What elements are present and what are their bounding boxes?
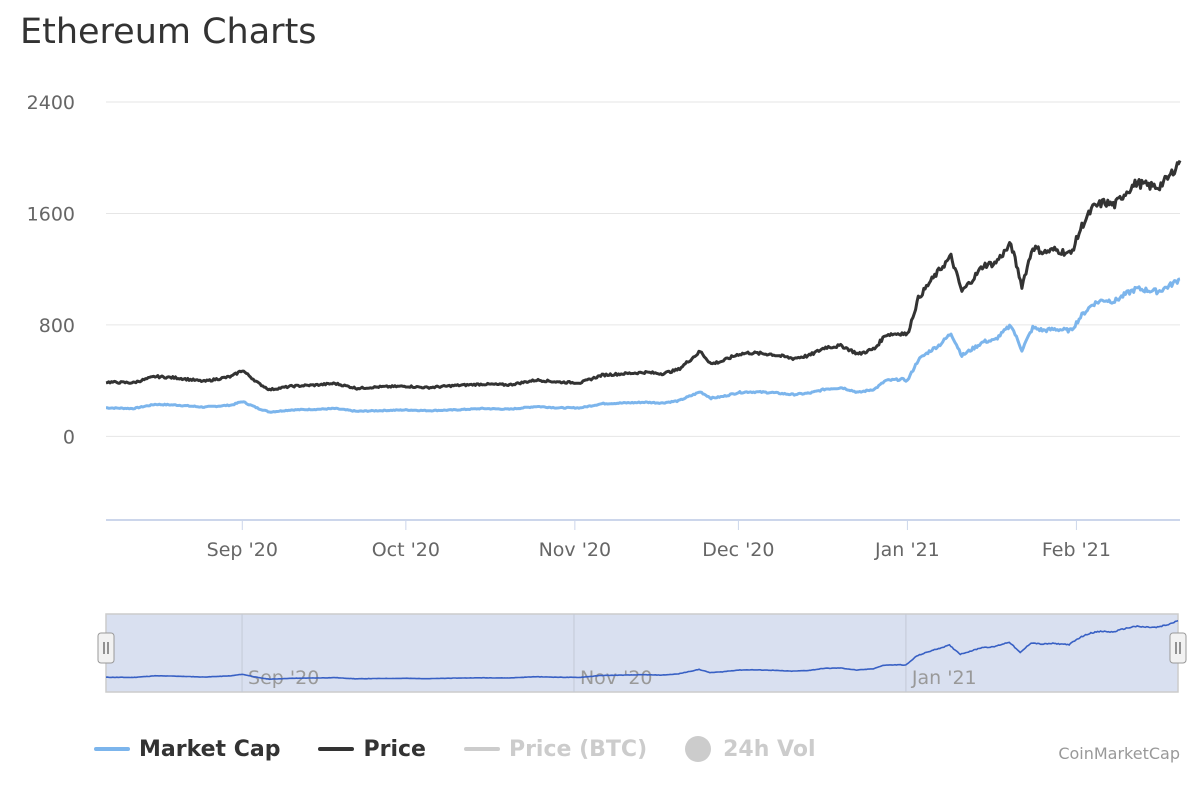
x-tick-label: Oct '20 [372, 539, 440, 561]
legend-label: 24h Vol [723, 736, 816, 762]
navigator-handle-body[interactable] [1169, 632, 1187, 664]
navigator-tick-label: Jan '21 [911, 667, 977, 689]
legend-label: Market Cap [139, 736, 281, 762]
navigator-handle-right[interactable] [1169, 632, 1187, 664]
legend-swatch [463, 747, 500, 751]
navigator-series-line [105, 619, 1179, 681]
credit-label[interactable]: CoinMarketCap [1058, 744, 1180, 763]
x-tick-label: Nov '20 [539, 539, 612, 561]
series-line-price[interactable] [105, 159, 1182, 392]
legend-swatch [318, 747, 355, 751]
x-tick-label: Jan '21 [874, 539, 940, 561]
legend-item-price-btc[interactable]: Price (BTC) [463, 736, 648, 762]
legend-label: Price [363, 736, 426, 762]
y-tick-label: 1600 [27, 203, 75, 225]
y-tick-label: 0 [63, 426, 75, 448]
navigator-handle-body[interactable] [97, 632, 115, 664]
legend: Market Cap Price Price (BTC) 24h Vol [94, 736, 854, 762]
legend-swatch [94, 747, 130, 751]
y-tick-label: 2400 [27, 92, 75, 114]
legend-swatch [685, 736, 712, 762]
chart-title: Ethereum Charts [20, 12, 317, 52]
legend-item-market-cap[interactable]: Market Cap [94, 737, 280, 762]
legend-item-24h-vol[interactable]: 24h Vol [685, 736, 816, 762]
x-tick-label: Dec '20 [702, 539, 774, 561]
x-tick-label: Sep '20 [207, 539, 278, 561]
legend-label: Price (BTC) [508, 736, 648, 762]
legend-item-price[interactable]: Price [318, 736, 426, 762]
y-tick-label: 800 [39, 315, 75, 337]
x-tick-label: Feb '21 [1042, 539, 1111, 561]
navigator-tick-label: Nov '20 [580, 667, 653, 689]
series-line-market-cap[interactable] [105, 277, 1181, 414]
navigator-handle-left[interactable] [97, 632, 115, 664]
